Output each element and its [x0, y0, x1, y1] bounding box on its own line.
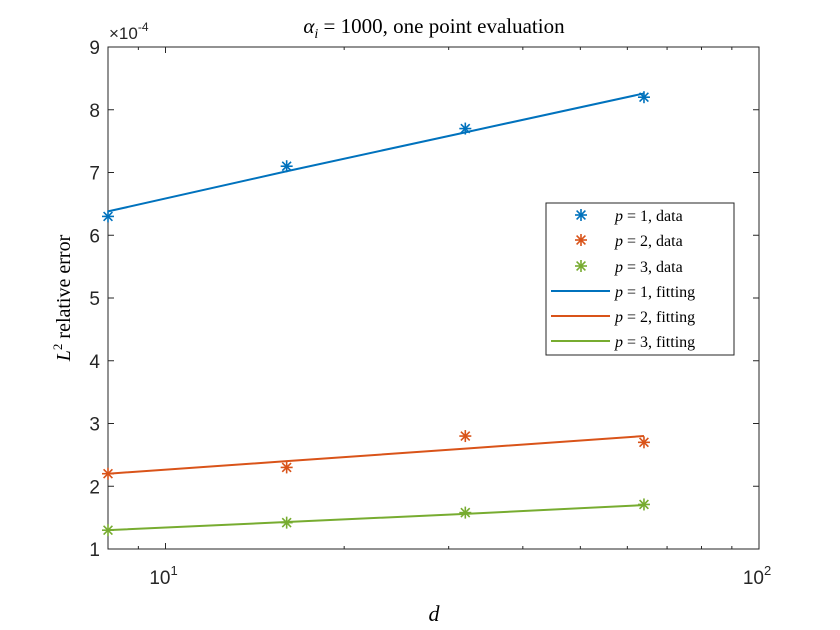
fit-line-3 — [107, 92, 645, 213]
legend-label-3: p = 1, fitting — [614, 284, 695, 301]
data-point-0-1 — [280, 160, 293, 173]
x-tick-label: 102 — [743, 563, 771, 589]
ylabel-symbol: L — [53, 350, 75, 362]
axis-ticks: 1 2 3 4 5 6 7 8 9 101 102 — [89, 38, 771, 589]
data-point-2-2 — [459, 506, 472, 519]
y-tick-label: 2 — [89, 477, 100, 498]
legend-label-4: p = 2, fitting — [614, 309, 695, 326]
data-point-2-3 — [637, 498, 650, 511]
data-point-1-3 — [637, 436, 650, 449]
y-tick-label: 5 — [89, 289, 100, 310]
x-tick-label: 101 — [149, 563, 177, 589]
legend-sample-0 — [575, 209, 587, 221]
title-subscript: i — [314, 27, 318, 42]
y-tick-label: 1 — [89, 540, 100, 561]
legend-box — [545, 202, 735, 356]
data-point-1-2 — [459, 430, 472, 443]
data-point-1-0 — [102, 467, 114, 480]
legend-label-5: p = 3, fitting — [614, 334, 695, 351]
ylabel-rest: relative error — [53, 234, 75, 343]
fit-line-4 — [107, 435, 645, 475]
y-multiplier: ×10-4 — [109, 20, 149, 43]
y-multiplier-exp: -4 — [138, 20, 149, 34]
legend-label-2: p = 3, data — [614, 259, 683, 276]
data-point-2-0 — [102, 524, 114, 537]
data-point-0-0 — [102, 210, 114, 223]
y-multiplier-base: ×10 — [109, 24, 138, 43]
legend: p = 1, data p = 2, data p = 3, data p = … — [545, 202, 735, 356]
y-tick-label: 8 — [89, 101, 100, 122]
ylabel-superscript: 2 — [50, 344, 65, 351]
legend-sample-1 — [575, 234, 587, 246]
data-point-2-1 — [280, 516, 293, 529]
chart-title: αi = 1000, one point evaluation — [303, 14, 565, 42]
y-tick-label: 4 — [89, 352, 100, 373]
legend-sample-2 — [575, 260, 587, 272]
fitting-lines — [107, 92, 645, 532]
y-tick-label: 6 — [89, 226, 100, 247]
data-markers — [102, 91, 650, 537]
y-tick-label: 7 — [89, 164, 100, 185]
y-tick-label: 3 — [89, 415, 100, 436]
fit-line-5 — [107, 504, 645, 532]
x-axis-label: d — [429, 601, 441, 626]
y-tick-label: 9 — [89, 38, 100, 59]
title-rest: = 1000, one point evaluation — [318, 14, 565, 38]
legend-label-1: p = 2, data — [614, 233, 683, 250]
data-point-0-2 — [459, 122, 472, 135]
legend-label-0: p = 1, data — [614, 208, 683, 225]
data-point-0-3 — [637, 91, 650, 104]
legend-samples — [551, 209, 610, 342]
data-point-1-1 — [280, 461, 293, 474]
title-symbol: α — [303, 14, 315, 38]
y-axis-label: L2 relative error — [50, 234, 75, 362]
